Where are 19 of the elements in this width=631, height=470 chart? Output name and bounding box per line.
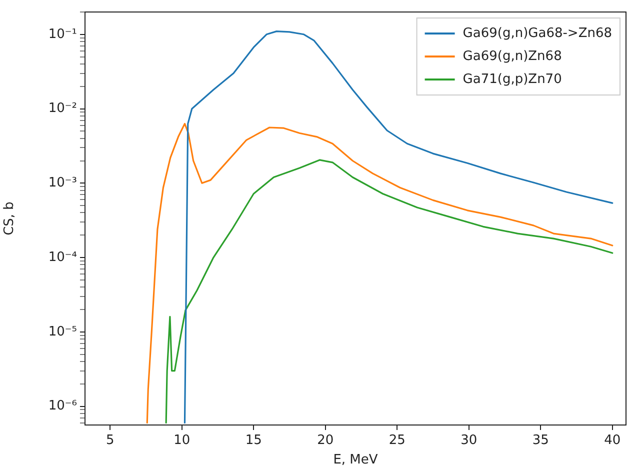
y-axis-title: CS, b xyxy=(2,202,18,236)
x-tick-label: 35 xyxy=(532,433,549,448)
legend-label: Ga71(g,p)Zn70 xyxy=(462,72,562,87)
x-tick-label: 30 xyxy=(460,433,478,448)
y-tick-label: 10⁻³ xyxy=(48,176,77,191)
x-tick-label: 15 xyxy=(245,433,262,448)
x-tick-label: 5 xyxy=(106,433,114,448)
x-tick-label: 20 xyxy=(317,433,334,448)
y-tick-label: 10⁻⁵ xyxy=(48,324,77,340)
legend-label: Ga69(g,n)Zn68 xyxy=(462,48,562,64)
y-tick-label: 10⁻⁴ xyxy=(48,250,77,265)
x-axis-title: E, MeV xyxy=(333,452,378,468)
x-tick-label: 25 xyxy=(388,433,406,448)
y-tick-label: 10⁻⁶ xyxy=(48,398,77,414)
x-tick-label: 40 xyxy=(604,433,621,448)
x-tick-label: 10 xyxy=(174,433,190,448)
y-tick-label: 10⁻¹ xyxy=(48,26,77,42)
y-tick-label: 10⁻² xyxy=(48,101,77,116)
legend-label: Ga69(g,n)Ga68->Zn68 xyxy=(462,26,612,41)
